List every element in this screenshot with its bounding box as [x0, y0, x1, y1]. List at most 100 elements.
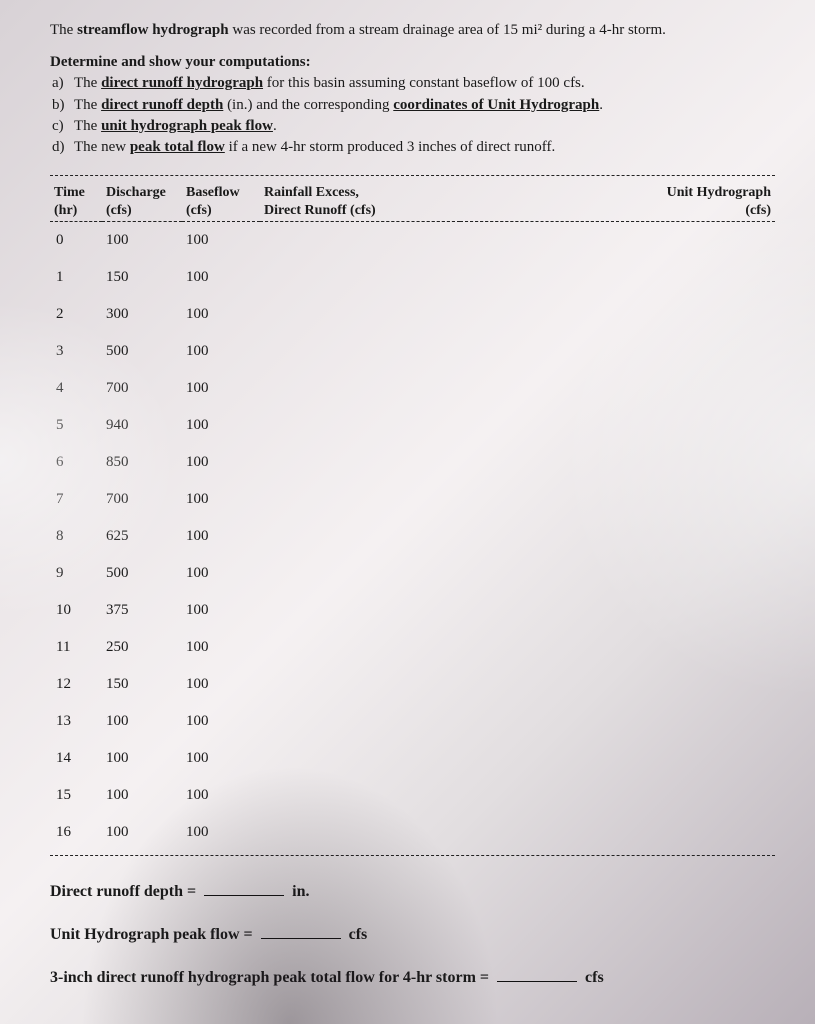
intro-paragraph: The streamflow hydrograph was recorded f… [50, 20, 775, 40]
question-d: d) The new peak total flow if a new 4-hr… [52, 137, 775, 157]
cell-rainfall [260, 444, 460, 481]
cell-rainfall [260, 259, 460, 296]
blank-3inch[interactable] [497, 966, 577, 982]
cell-uh [460, 407, 775, 444]
cell-discharge: 625 [102, 518, 182, 555]
cell-discharge: 700 [102, 481, 182, 518]
cell-rainfall [260, 333, 460, 370]
cell-time: 10 [50, 592, 102, 629]
q-letter: d) [52, 137, 74, 157]
cell-time: 11 [50, 629, 102, 666]
intro-post: was recorded from a stream drainage area… [229, 22, 666, 38]
answer-depth: Direct runoff depth = in. [50, 880, 775, 901]
cell-time: 1 [50, 259, 102, 296]
cell-discharge: 300 [102, 296, 182, 333]
cell-time: 8 [50, 518, 102, 555]
table-row: 0100100 [50, 222, 775, 260]
cell-uh [460, 777, 775, 814]
cell-baseflow: 100 [182, 703, 260, 740]
cell-rainfall [260, 222, 460, 260]
cell-rainfall [260, 407, 460, 444]
cell-uh [460, 296, 775, 333]
col-time-header: Time(hr) [50, 180, 102, 222]
hydrograph-table: Time(hr) Discharge(cfs) Baseflow(cfs) Ra… [50, 180, 775, 851]
cell-rainfall [260, 666, 460, 703]
cell-discharge: 940 [102, 407, 182, 444]
table-row: 10375100 [50, 592, 775, 629]
cell-rainfall [260, 814, 460, 851]
blank-peak[interactable] [261, 923, 341, 939]
cell-uh [460, 814, 775, 851]
cell-discharge: 250 [102, 629, 182, 666]
cell-baseflow: 100 [182, 296, 260, 333]
cell-discharge: 375 [102, 592, 182, 629]
question-b: b) The direct runoff depth (in.) and the… [52, 95, 775, 115]
table-header-row: Time(hr) Discharge(cfs) Baseflow(cfs) Ra… [50, 180, 775, 222]
q-letter: c) [52, 116, 74, 136]
col-baseflow-header: Baseflow(cfs) [182, 180, 260, 222]
cell-time: 13 [50, 703, 102, 740]
col-discharge-header: Discharge(cfs) [102, 180, 182, 222]
cell-uh [460, 666, 775, 703]
cell-discharge: 100 [102, 814, 182, 851]
table-row: 15100100 [50, 777, 775, 814]
cell-time: 0 [50, 222, 102, 260]
question-a: a) The direct runoff hydrograph for this… [52, 73, 775, 93]
cell-uh [460, 592, 775, 629]
cell-discharge: 100 [102, 740, 182, 777]
cell-uh [460, 444, 775, 481]
table-row: 16100100 [50, 814, 775, 851]
col-uh-header: Unit Hydrograph(cfs) [460, 180, 775, 222]
cell-uh [460, 740, 775, 777]
cell-rainfall [260, 777, 460, 814]
cell-baseflow: 100 [182, 666, 260, 703]
cell-discharge: 700 [102, 370, 182, 407]
table-row: 5940100 [50, 407, 775, 444]
cell-discharge: 500 [102, 555, 182, 592]
table-row: 6850100 [50, 444, 775, 481]
cell-baseflow: 100 [182, 259, 260, 296]
cell-time: 9 [50, 555, 102, 592]
question-list: a) The direct runoff hydrograph for this… [52, 73, 775, 157]
cell-time: 14 [50, 740, 102, 777]
cell-time: 7 [50, 481, 102, 518]
cell-discharge: 100 [102, 222, 182, 260]
table-row: 4700100 [50, 370, 775, 407]
cell-baseflow: 100 [182, 333, 260, 370]
table-row: 12150100 [50, 666, 775, 703]
cell-discharge: 150 [102, 259, 182, 296]
cell-uh [460, 481, 775, 518]
cell-time: 2 [50, 296, 102, 333]
cell-time: 3 [50, 333, 102, 370]
cell-uh [460, 555, 775, 592]
cell-uh [460, 333, 775, 370]
cell-time: 12 [50, 666, 102, 703]
blank-depth[interactable] [204, 880, 284, 896]
cell-uh [460, 222, 775, 260]
intro-pre: The [50, 22, 77, 38]
cell-time: 5 [50, 407, 102, 444]
answers-region: Direct runoff depth = in. Unit Hydrograp… [50, 880, 775, 987]
answer-peak: Unit Hydrograph peak flow = cfs [50, 923, 775, 944]
cell-baseflow: 100 [182, 518, 260, 555]
cell-discharge: 100 [102, 777, 182, 814]
table-row: 9500100 [50, 555, 775, 592]
separator-bottom [50, 855, 775, 856]
cell-rainfall [260, 703, 460, 740]
answer-3inch: 3-inch direct runoff hydrograph peak tot… [50, 966, 775, 987]
cell-rainfall [260, 370, 460, 407]
table-row: 13100100 [50, 703, 775, 740]
cell-baseflow: 100 [182, 629, 260, 666]
q-letter: b) [52, 95, 74, 115]
cell-baseflow: 100 [182, 407, 260, 444]
cell-discharge: 100 [102, 703, 182, 740]
cell-rainfall [260, 481, 460, 518]
cell-uh [460, 629, 775, 666]
cell-discharge: 850 [102, 444, 182, 481]
q-letter: a) [52, 73, 74, 93]
cell-baseflow: 100 [182, 555, 260, 592]
cell-uh [460, 703, 775, 740]
cell-rainfall [260, 592, 460, 629]
cell-time: 4 [50, 370, 102, 407]
col-rainfall-header: Rainfall Excess,Direct Runoff (cfs) [260, 180, 460, 222]
